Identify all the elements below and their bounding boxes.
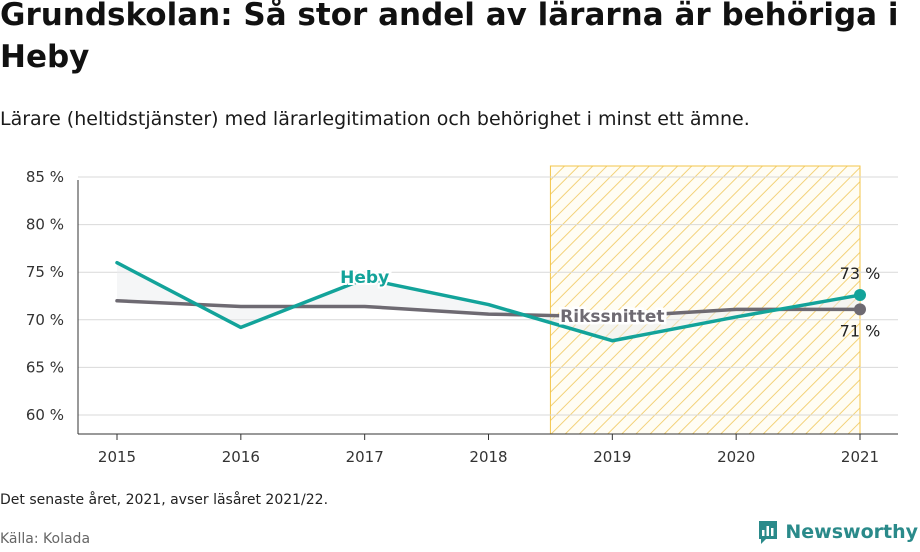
y-tick-label: 65 % — [26, 358, 64, 376]
end-point-heby — [854, 289, 866, 302]
x-tick-label: 2015 — [98, 448, 136, 466]
series-label-heby: Heby — [340, 268, 389, 288]
x-tick-label: 2019 — [593, 448, 631, 466]
series-line-rikssnittet — [115, 299, 862, 319]
x-tick-label: 2018 — [469, 448, 507, 466]
chart-title: Grundskolan: Så stor andel av lärarna är… — [0, 0, 899, 75]
y-tick-label: 75 % — [26, 263, 64, 281]
y-tick-label: 85 % — [26, 168, 64, 186]
end-value-heby: 73 % — [840, 264, 881, 283]
x-tick-label: 2016 — [222, 448, 260, 466]
chart-subtitle: Lärare (heltidstjänster) med lärarlegiti… — [0, 108, 750, 130]
source-note: Källa: Kolada — [0, 531, 91, 547]
series-label-rikssnittet: Rikssnittet — [560, 307, 664, 327]
end-value-rikssnittet: 71 % — [840, 321, 881, 340]
brand-logo: Newsworthy — [757, 519, 918, 545]
highlight-period — [549, 165, 861, 435]
x-tick-label: 2021 — [841, 448, 879, 466]
line-chart: 60 % 65 % 70 % 75 % 80 % 85 % 2015 2016 2017 201… — [26, 165, 898, 466]
chart-bubble-icon — [759, 521, 778, 544]
end-point-rikssnittet — [854, 303, 866, 316]
x-tick-label: 2020 — [717, 448, 755, 466]
gap-area — [117, 262, 860, 341]
brand-name: Newsworthy — [785, 521, 918, 543]
y-tick-label: 60 % — [26, 406, 64, 424]
series-line-heby — [115, 260, 862, 343]
y-tick-label: 70 % — [26, 311, 64, 329]
footnote: Det senaste året, 2021, avser läsåret 20… — [0, 492, 329, 508]
y-tick-label: 80 % — [26, 216, 64, 234]
x-tick-label: 2017 — [346, 448, 384, 466]
